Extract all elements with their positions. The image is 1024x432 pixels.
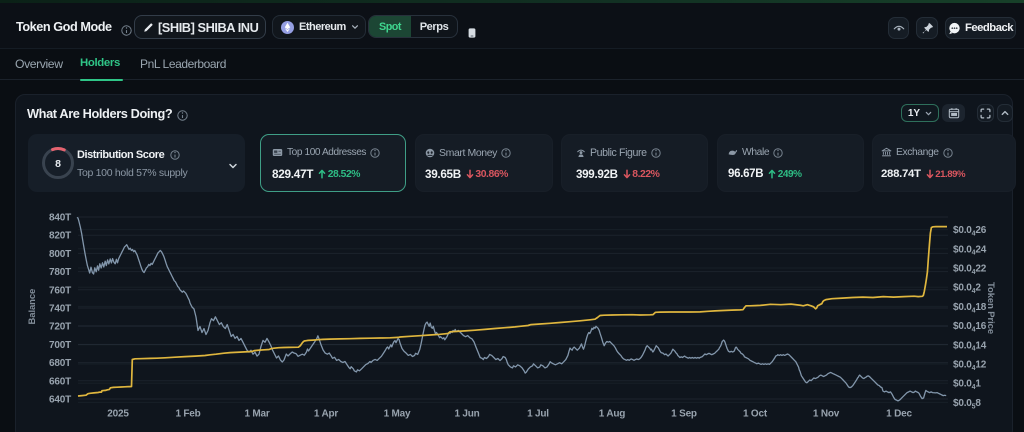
svg-text:8: 8: [55, 158, 61, 170]
